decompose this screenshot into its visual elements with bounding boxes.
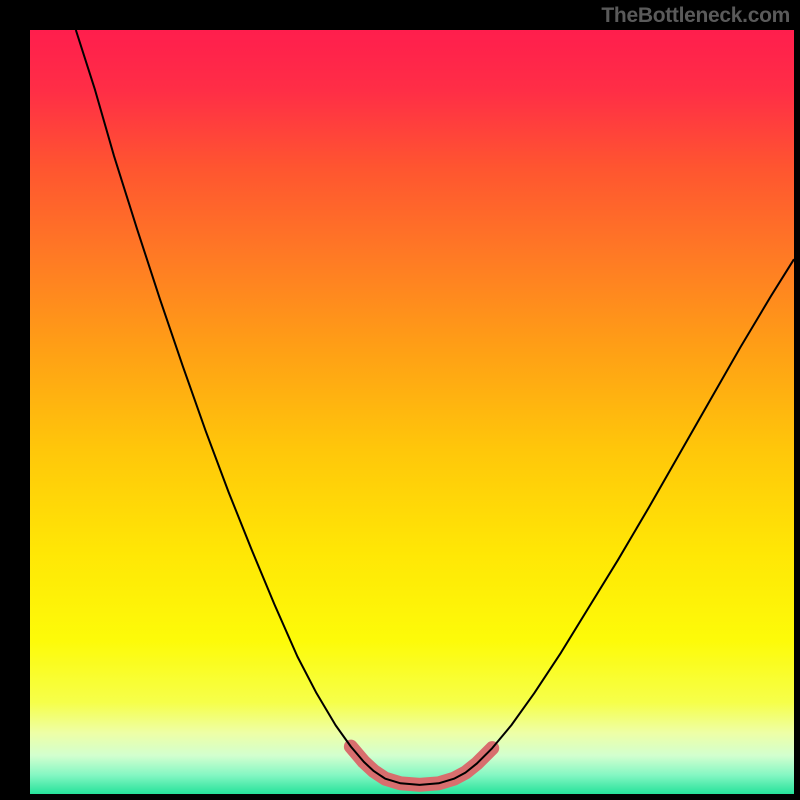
plot-area <box>30 30 794 794</box>
gradient-background <box>30 30 794 794</box>
plot-svg <box>30 30 794 794</box>
chart-container: TheBottleneck.com <box>0 0 800 800</box>
watermark-text: TheBottleneck.com <box>601 4 790 28</box>
